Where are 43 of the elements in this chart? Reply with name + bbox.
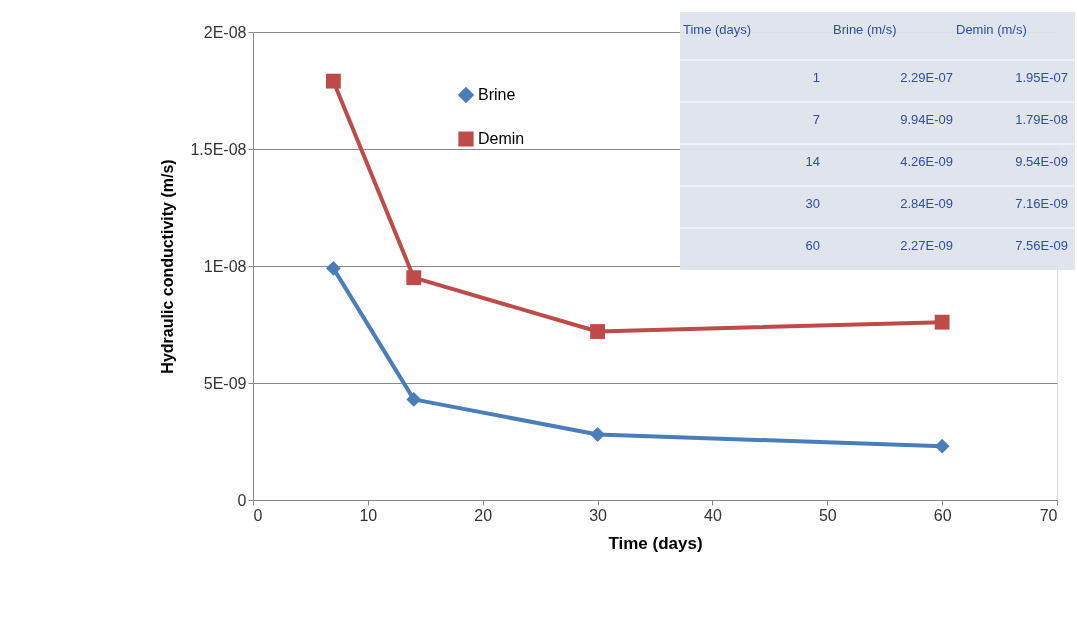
x-tick-label: 0 bbox=[253, 506, 263, 524]
annotation: 7.16E-09 bbox=[1015, 196, 1068, 211]
annotation: 1 bbox=[812, 70, 820, 85]
x-tick-label: 20 bbox=[474, 506, 493, 524]
point bbox=[934, 438, 950, 454]
annotation: Time (days) bbox=[683, 22, 752, 37]
annotation: 2.84E-09 bbox=[900, 196, 953, 211]
annotation: 9.54E-09 bbox=[1015, 154, 1068, 169]
annotation: 1.95E-07 bbox=[1015, 70, 1068, 85]
annotation: Demin (m/s) bbox=[956, 22, 1027, 37]
point bbox=[325, 260, 341, 276]
annotation: Brine (m/s) bbox=[833, 22, 897, 37]
point bbox=[934, 314, 950, 330]
annotation: 2.29E-07 bbox=[900, 70, 953, 85]
point bbox=[325, 73, 341, 89]
x-axis-title: Time (days) bbox=[608, 533, 703, 553]
annotation: 14 bbox=[805, 154, 820, 169]
x-tick-label: 10 bbox=[359, 506, 378, 524]
annotation: 9.94E-09 bbox=[900, 112, 953, 127]
annotation: 7 bbox=[812, 112, 820, 127]
annotation: 7.56E-09 bbox=[1015, 238, 1068, 253]
point bbox=[590, 427, 605, 442]
y-tick-label: 2E-08 bbox=[203, 23, 247, 41]
annotation: 2.27E-09 bbox=[900, 238, 953, 253]
point bbox=[406, 391, 422, 407]
point bbox=[406, 270, 422, 286]
y-tick-label: 0 bbox=[237, 491, 247, 509]
annotation: 1.79E-08 bbox=[1015, 112, 1068, 127]
legend-label: Demin bbox=[478, 130, 525, 147]
y-tick-label: 1.5E-08 bbox=[190, 140, 247, 158]
x-tick-label: 70 bbox=[1039, 506, 1058, 524]
annotation: 30 bbox=[805, 196, 820, 211]
x-tick-label: 40 bbox=[704, 506, 722, 524]
x-tick-label: 50 bbox=[818, 506, 837, 524]
point bbox=[590, 324, 605, 339]
y-tick-label: 5E-09 bbox=[203, 374, 247, 392]
y-tick-label: 1E-08 bbox=[203, 257, 247, 275]
annotation: 60 bbox=[805, 238, 820, 253]
x-tick-label: 30 bbox=[589, 506, 608, 524]
y-axis-title: Hydraulic conductivity (m/s) bbox=[159, 159, 177, 374]
x-tick-label: 60 bbox=[933, 506, 952, 524]
legend-label: Brine bbox=[478, 86, 516, 103]
annotation: 4.26E-09 bbox=[900, 154, 953, 169]
